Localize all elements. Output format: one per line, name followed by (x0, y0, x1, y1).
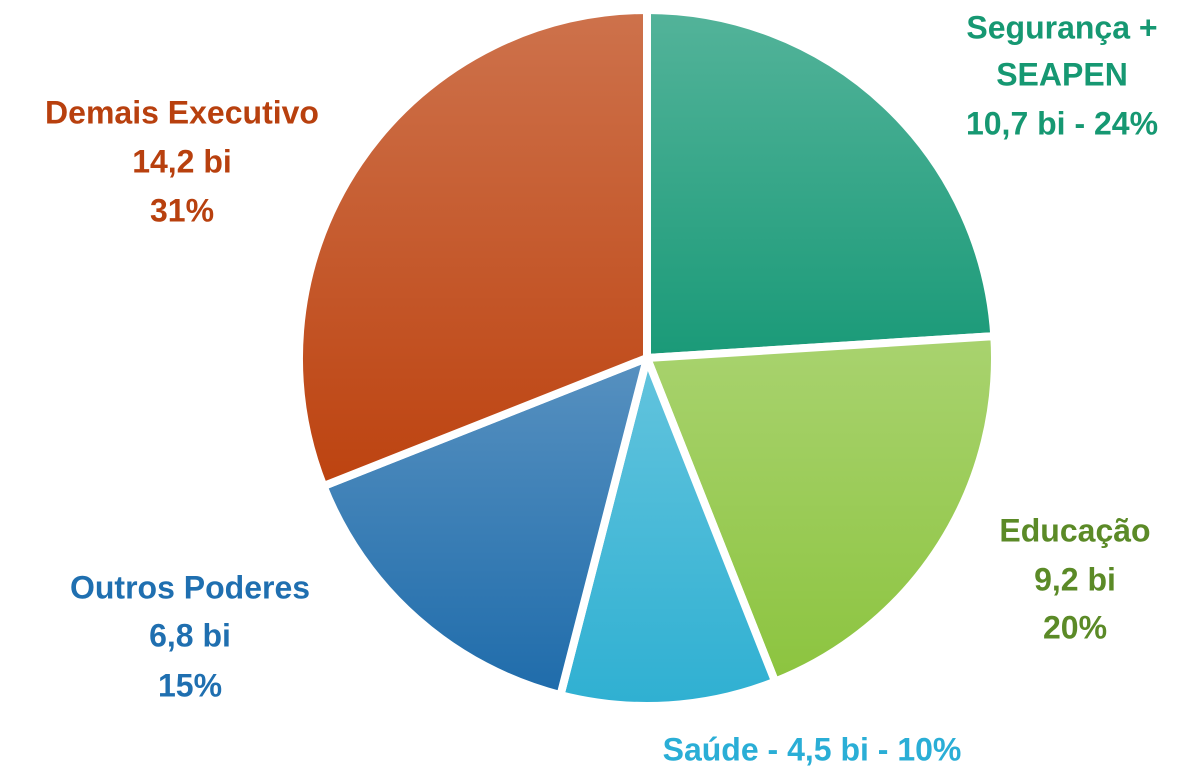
slice-shine (647, 10, 995, 358)
slice-label: Segurança + (966, 9, 1157, 45)
slice-shine (323, 358, 647, 696)
slice-label: Demais Executivo (45, 94, 319, 130)
slice-label: 20% (1043, 609, 1107, 645)
slice-label: Outros Poderes (70, 569, 310, 605)
slice-shine (560, 358, 776, 706)
slice-label: Saúde - 4,5 bi - 10% (663, 731, 962, 767)
slice-label: 6,8 bi (149, 617, 231, 653)
slice-label: Educação (999, 512, 1150, 548)
slice-label: 9,2 bi (1034, 561, 1116, 597)
slice-label: 15% (158, 667, 222, 703)
slice-label: 10,7 bi - 24% (966, 105, 1158, 141)
slice-shine (299, 10, 647, 487)
slice-shine (647, 336, 995, 682)
slice-label: 14,2 bi (132, 143, 232, 179)
slice-label: SEAPEN (996, 56, 1128, 92)
slice-label: 31% (150, 192, 214, 228)
